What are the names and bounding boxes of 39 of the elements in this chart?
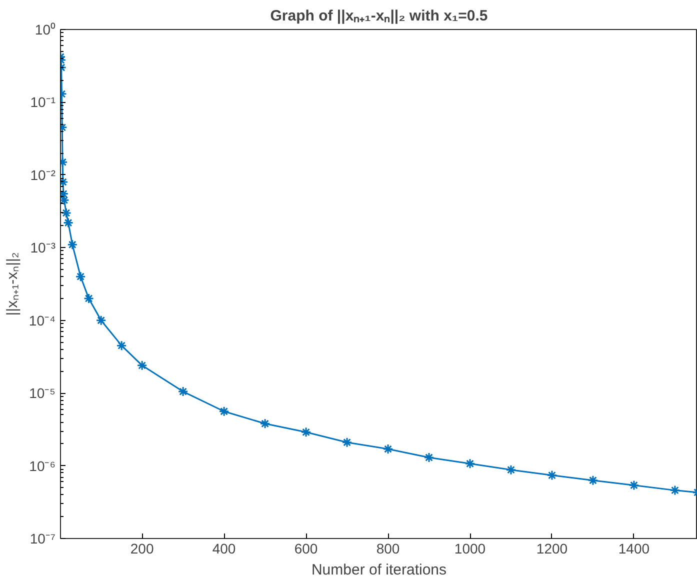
point [300, 426, 312, 438]
y-tick-label: 10⁻³ [30, 240, 56, 256]
point [218, 406, 230, 417]
point [67, 239, 78, 250]
point [178, 386, 188, 397]
point [260, 418, 270, 429]
point [136, 360, 148, 371]
point [424, 452, 434, 463]
y-axis-title: ||xₙ₊₁-xₙ||₂ [4, 252, 21, 316]
point [96, 315, 106, 326]
point [670, 485, 680, 496]
y-tick-label: 10⁻² [30, 166, 56, 183]
chart-title: Graph of ||xₙ₊₁-xₙ||₂ with x₁=0.5 [270, 8, 488, 24]
x-axis-title: Number of iterations [311, 562, 447, 578]
y-tick-label: 10⁰ [34, 22, 56, 38]
point [382, 444, 394, 454]
point [546, 470, 558, 481]
y-tick-label: 10⁻¹ [30, 94, 56, 110]
point [63, 217, 74, 228]
x-tick-label: 1400 [618, 540, 650, 556]
y-tick-label: 10⁻⁵ [29, 385, 56, 402]
x-tick-label: 800 [376, 540, 400, 556]
point [464, 458, 476, 469]
x-tick-label: 1000 [454, 540, 486, 556]
x-tick-label: 600 [294, 540, 318, 556]
point [75, 271, 86, 282]
point [506, 464, 516, 476]
y-tick-label: 10⁻⁴ [28, 312, 56, 328]
point [628, 480, 640, 490]
x-tick-label: 200 [130, 540, 154, 556]
point [60, 208, 72, 218]
x-tick-label: 1200 [536, 540, 568, 556]
point [588, 475, 598, 486]
point [84, 293, 94, 304]
y-tick-label: 10⁻⁶ [29, 458, 56, 474]
x-tick-label: 400 [212, 540, 236, 556]
point [116, 340, 127, 351]
y-tick-label: 10⁻⁷ [30, 530, 56, 546]
point [342, 437, 352, 448]
